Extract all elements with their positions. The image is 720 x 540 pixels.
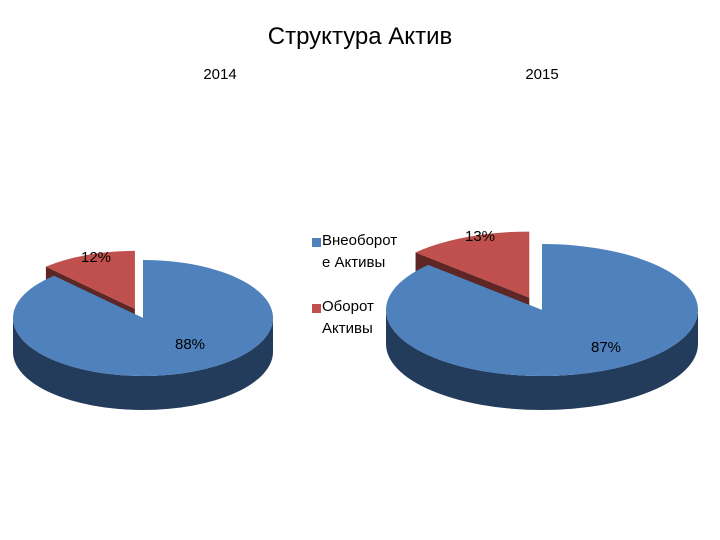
- pie-year-2015: 2015: [525, 66, 558, 83]
- pie-2014: 12% 88%: [12, 249, 273, 410]
- pie-slice-top: [45, 250, 135, 309]
- legend-swatch-blue: [312, 238, 321, 247]
- pie-slice: [12, 260, 273, 410]
- pie-slice: [386, 244, 698, 410]
- pie-slice-side: [386, 310, 698, 410]
- pie-slice-top: [415, 231, 530, 298]
- pie-slice-side: [13, 318, 273, 410]
- legend-swatch-red: [312, 304, 321, 313]
- pie-slice-label: 87%: [591, 339, 621, 356]
- legend-label-line1: Оборот: [322, 298, 374, 315]
- pie-slice-top: [386, 244, 698, 377]
- pie-slice-label: 88%: [175, 336, 205, 353]
- pie-slice-top: [12, 260, 273, 376]
- legend-label-line1: Внеоборот: [322, 232, 398, 249]
- pie-slice-label: 13%: [465, 228, 495, 245]
- pie-slice-label: 12%: [81, 249, 111, 266]
- pie-2015: 13% 87%: [386, 228, 698, 410]
- legend-label-line2: Активы: [322, 320, 373, 337]
- chart-title: Структура Актив: [268, 23, 452, 50]
- pie-year-2014: 2014: [203, 66, 236, 83]
- legend-label-line2: е Активы: [322, 254, 386, 271]
